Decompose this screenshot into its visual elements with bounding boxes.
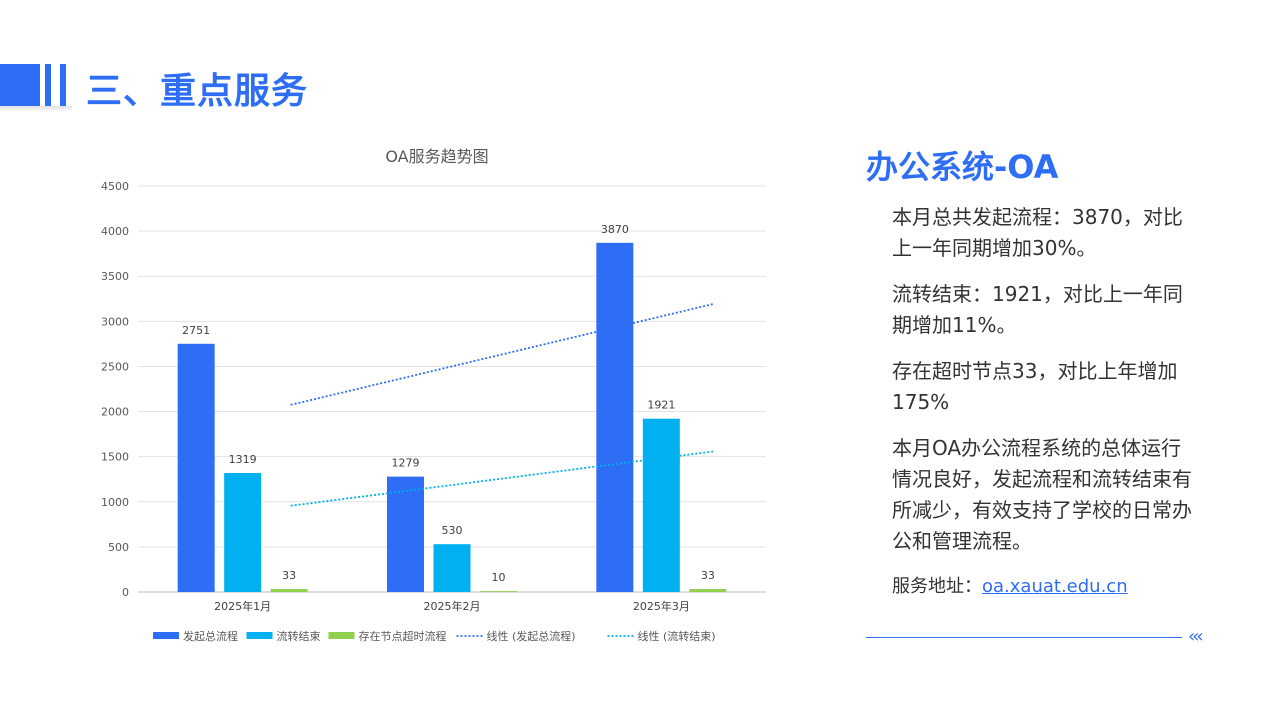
bar — [224, 472, 262, 592]
chart-title: OA服务趋势图 — [385, 147, 488, 166]
y-tick-label: 3000 — [101, 315, 129, 328]
service-address: 服务地址：oa.xauat.edu.cn — [892, 572, 1192, 598]
y-tick-label: 500 — [108, 541, 129, 554]
x-category-label: 2025年3月 — [633, 599, 690, 613]
double-chevron-left-icon: ‹‹‹ — [1188, 626, 1204, 647]
side-title: 办公系统-OA — [866, 148, 1059, 186]
bar-value-label: 3870 — [601, 223, 629, 236]
summary-paragraph: 流转结束：1921，对比上一年同期增加11%。 — [892, 282, 1183, 337]
bar-value-label: 530 — [442, 524, 463, 537]
bar — [270, 589, 308, 592]
y-tick-label: 4500 — [101, 180, 129, 193]
legend-swatch — [153, 632, 179, 639]
oa-trend-chart: OA服务趋势图 0 500 1000 1500 2000 2500 3000 3500 4000… — [101, 147, 766, 643]
summary-paragraph: 本月OA办公流程系统的总体运行情况良好，发起流程和流转结束有所减少，有效支持了学… — [892, 436, 1192, 553]
summary-paragraph: 本月总共发起流程：3870，对比上一年同期增加30%。 — [892, 205, 1183, 260]
y-tick-label: 2000 — [101, 406, 129, 419]
legend-label: 流转结束 — [277, 629, 321, 643]
bar — [433, 544, 471, 592]
bar-value-label: 1279 — [392, 457, 420, 470]
legend-swatch — [246, 632, 273, 639]
bar-value-label: 33 — [282, 569, 296, 582]
bar — [642, 418, 680, 592]
y-tick-label: 4000 — [101, 225, 129, 238]
bar-value-label: 33 — [701, 569, 715, 582]
y-tick-label: 2500 — [101, 360, 129, 373]
x-category-label: 2025年2月 — [424, 599, 481, 613]
bar-value-label: 1319 — [229, 453, 257, 466]
y-tick-label: 0 — [122, 586, 129, 599]
legend-label: 发起总流程 — [183, 629, 238, 643]
bar — [689, 589, 727, 592]
bar-value-label: 10 — [492, 571, 506, 584]
bar — [596, 242, 634, 592]
service-address-label: 服务地址： — [892, 576, 982, 597]
service-address-link[interactable]: oa.xauat.edu.cn — [982, 576, 1128, 597]
trendline — [290, 303, 714, 406]
y-tick-label: 1000 — [101, 496, 129, 509]
y-tick-label: 1500 — [101, 451, 129, 464]
header-shadow — [0, 106, 72, 112]
legend-label: 存在节点超时流程 — [359, 629, 447, 643]
y-tick-label: 3500 — [101, 270, 129, 283]
legend-swatch — [328, 632, 355, 639]
summary-paragraph: 存在超时节点33，对比上年增加175% — [892, 359, 1178, 414]
bar — [387, 476, 424, 592]
header-accent-block — [0, 64, 40, 106]
side-body: 本月总共发起流程：3870，对比上一年同期增加30%。 流转结束：1921，对比… — [892, 202, 1192, 598]
x-category-label: 2025年1月 — [214, 599, 271, 613]
bar — [177, 343, 215, 592]
trendline — [290, 450, 714, 507]
page-title: 三、重点服务 — [86, 71, 309, 112]
header-accent-stripe — [60, 64, 66, 106]
legend-label: 线性 (发起总流程) — [487, 629, 576, 643]
footer-divider — [866, 637, 1182, 638]
bar — [480, 591, 517, 592]
bar-value-label: 2751 — [182, 324, 210, 337]
bar-value-label: 1921 — [647, 399, 675, 412]
header-accent-stripe — [45, 64, 51, 106]
legend-label: 线性 (流转结束) — [638, 629, 716, 643]
